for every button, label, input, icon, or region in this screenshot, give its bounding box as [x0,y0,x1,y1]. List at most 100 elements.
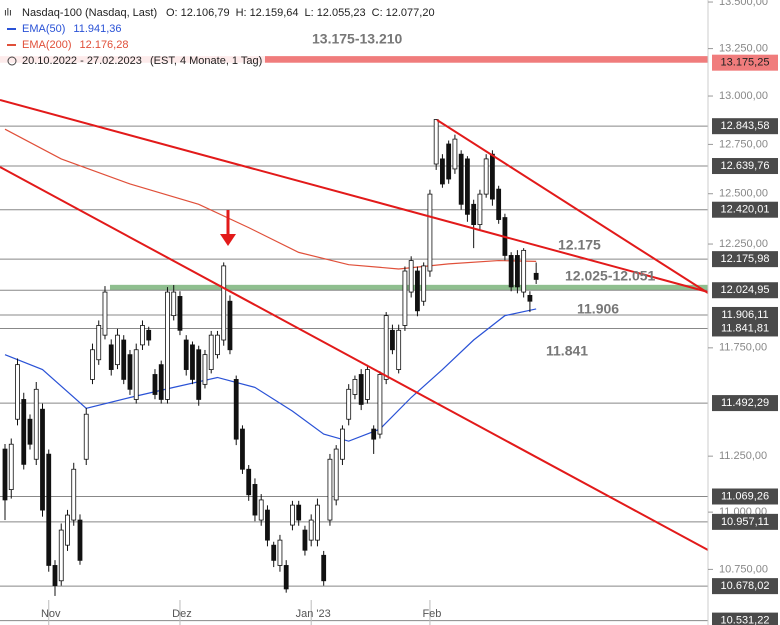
candle-body [490,153,495,200]
legend-value: 11.941,36 [73,23,121,35]
candle-body [496,188,502,220]
annotation: 13.175-13.210 [312,31,403,47]
candle-body [290,504,295,526]
legend-name: EMA(50) [22,23,65,35]
candle-body [296,504,302,521]
candle-body [390,329,395,351]
candle-body [115,334,120,366]
trend-line [436,119,709,294]
candle-body [65,514,70,546]
level-label-bg [712,612,778,625]
level-label: 11.906,11 [721,309,768,321]
ema-line [4,128,537,270]
x-tick-label: Jan '23 [296,608,331,620]
annotation: 11.906 [577,301,619,317]
candle-body [258,499,264,521]
candle-body [46,453,52,566]
candle-body [127,354,133,390]
ohlc-key: H: [236,7,247,19]
candle-body [408,260,414,293]
icon: ılı [4,8,12,19]
level-label-bg [712,513,778,530]
date-range: 20.10.2022 - 27.02.2023 [22,55,142,67]
ohlc-key: O: [166,7,178,19]
candle-body [196,349,202,400]
candle-body [221,265,227,341]
y-tick-label: 13.250,00 [719,42,768,54]
candle-body [327,458,333,521]
candle-body [246,468,252,496]
level-label: 11.069,26 [721,490,769,502]
candle-body [83,413,89,460]
candle-body [233,379,239,440]
drawings [0,99,709,551]
annotation: 11.841 [546,343,588,359]
level-label-bg [712,578,778,595]
annotation: 12.025-12.051 [565,268,656,284]
candle-body [265,509,270,541]
candle-body [365,369,370,400]
candle-body [108,344,114,370]
candle-body [340,428,345,460]
ohlc-value: 12.106,79 [181,7,230,19]
candle-body [121,339,127,380]
candle-body [15,364,20,420]
candle-body [183,339,189,370]
candle-body [321,554,327,582]
zone-label-bg [712,54,778,71]
candle-body [102,291,108,336]
candle-body [165,291,170,400]
trend-line [0,99,709,293]
candle-body [52,565,58,587]
level-label: 12.420,01 [721,204,770,216]
legend-bg [0,0,265,68]
level-label: 10.678,02 [721,580,770,592]
arrow-head [220,234,236,246]
level-label-bg [712,306,778,323]
trend-line [0,166,709,551]
ema-line [4,308,537,442]
candle-body [90,349,95,380]
candle-body [177,296,183,331]
x-tick-label: Dez [172,608,192,620]
candle-body [158,364,164,400]
level-label-bg [712,201,778,218]
y-tick-label: 12.250,00 [719,238,768,250]
candle-body [140,325,145,346]
candle-body [8,443,14,490]
y-tick-label: 11.750,00 [719,342,767,354]
candle-body [477,193,483,225]
candle-body [277,539,283,566]
candle-body [71,468,77,521]
candle-body [458,153,464,205]
x-tick-label: Feb [422,608,441,620]
candle-body [227,300,233,351]
level-label: 10.957,11 [721,516,769,528]
candle-body [446,143,452,180]
candle-body [521,249,527,293]
candle-body [27,418,33,445]
candle-body [302,529,308,551]
level-label: 11.492,29 [721,397,769,409]
candle-body [427,193,433,272]
candle-body [452,138,458,170]
candle-body [346,388,352,420]
candle-body [527,295,533,302]
level-label: 12.024,95 [721,284,770,296]
candle-body [77,519,83,561]
level-label: 12.639,76 [721,160,770,172]
y-tick-label: 12.500,00 [719,188,768,200]
ohlc-value: 12.159,64 [250,7,299,19]
candle-body [440,158,445,185]
candle-body [415,270,420,312]
legend-value: 12.176,28 [80,39,129,51]
candle-body [465,158,470,215]
zone-label: 13.175,25 [721,57,770,69]
candle-body [483,158,489,195]
y-tick-label: 12.750,00 [719,138,768,150]
clock-icon [7,56,17,66]
candle-body [133,349,139,400]
candle-body [96,325,102,361]
candle-body [40,408,45,511]
candle-body [433,119,439,165]
